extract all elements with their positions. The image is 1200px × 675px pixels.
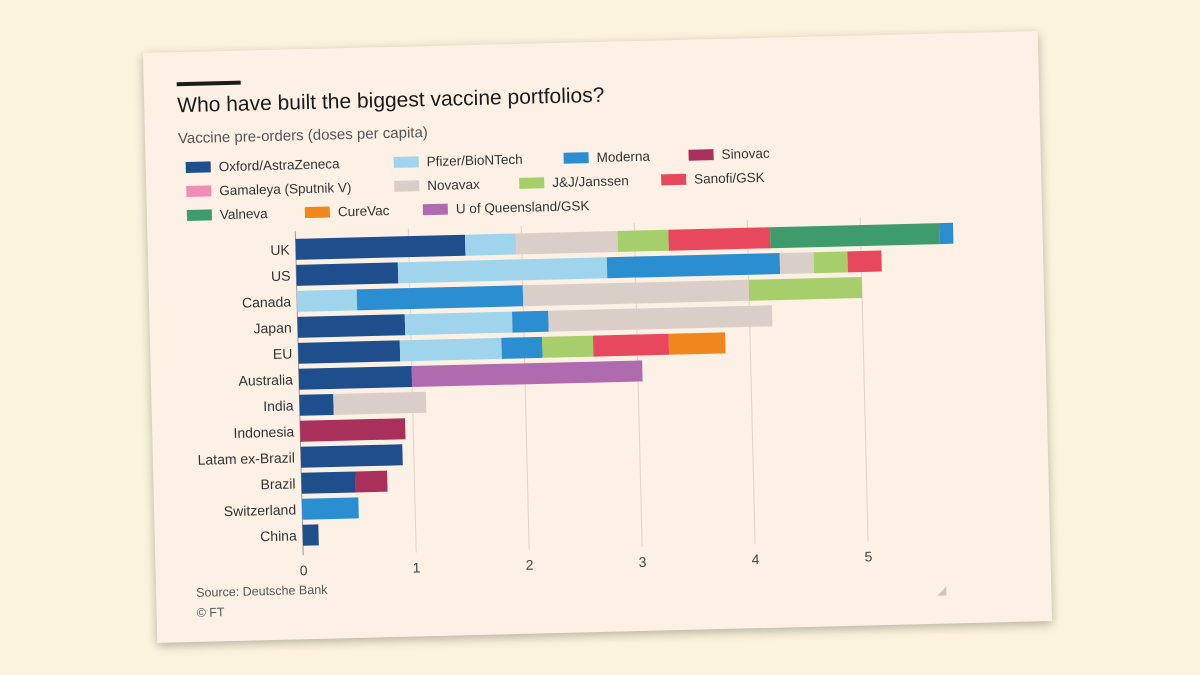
bar-segment — [299, 418, 406, 442]
category-label: US — [271, 267, 291, 283]
category-label: Switzerland — [224, 501, 297, 519]
category-label: UK — [270, 241, 290, 257]
x-tick-label: 4 — [751, 551, 759, 567]
bar-segment — [301, 497, 359, 520]
bar-segment — [296, 262, 399, 286]
bar-segment — [522, 279, 750, 307]
bar-segment — [515, 230, 618, 255]
bar-segment — [542, 335, 594, 358]
source-note: Source: Deutsche Bank — [195, 582, 328, 600]
bar-segment — [397, 257, 608, 284]
bar-segment — [301, 471, 356, 494]
x-tick-label: 1 — [412, 559, 420, 575]
bar-segment — [748, 277, 863, 301]
category-label: EU — [273, 345, 293, 361]
category-label: Brazil — [260, 475, 295, 492]
bar-segment — [295, 234, 466, 260]
bar-segment — [847, 250, 882, 273]
bar-segment — [501, 336, 543, 359]
category-label: India — [263, 397, 294, 414]
bar-segment — [298, 366, 413, 390]
credit-note: © FT — [196, 605, 225, 620]
bar-segment — [299, 393, 334, 416]
bar-segment — [548, 305, 773, 332]
bar-segment — [298, 340, 401, 364]
bar-segment — [297, 314, 406, 338]
bar-segment — [464, 233, 517, 256]
x-tick-label: 0 — [300, 562, 308, 578]
bar-segment — [769, 223, 940, 249]
bar-segment — [668, 332, 726, 355]
category-label: Latam ex-Brazil — [197, 449, 295, 467]
bar-segment — [939, 222, 954, 245]
chart-card: Who have built the biggest vaccine portf… — [142, 31, 1053, 643]
category-label: Canada — [242, 293, 292, 310]
bar-segment — [333, 391, 427, 415]
bar-segment — [399, 337, 502, 362]
bar-segment — [404, 311, 513, 336]
bar-segment — [300, 444, 403, 468]
category-label: China — [260, 527, 297, 544]
bar-segment — [355, 470, 388, 493]
bar-segment — [411, 360, 643, 388]
bar-segment — [617, 229, 669, 252]
category-label: Australia — [238, 371, 293, 388]
category-label: Indonesia — [233, 423, 294, 440]
bar-segment — [302, 524, 319, 546]
x-tick-label: 2 — [525, 557, 533, 573]
bar-segment — [592, 333, 670, 357]
bar-segment — [296, 289, 358, 312]
category-label: Japan — [253, 319, 292, 336]
bar-segment — [606, 253, 781, 279]
bar-segment — [779, 252, 815, 275]
bar-segment — [813, 251, 848, 274]
bar-segment — [356, 285, 524, 311]
bar-segment — [668, 227, 771, 251]
x-tick-label: 3 — [638, 554, 646, 570]
x-tick-label: 5 — [864, 548, 872, 564]
bar-segment — [512, 310, 549, 333]
stacked-bar-chart: 0 1 2 3 4 5 UK US Canada Japan EU Australia India Ind… — [197, 217, 954, 578]
resize-corner-icon — [937, 586, 947, 596]
